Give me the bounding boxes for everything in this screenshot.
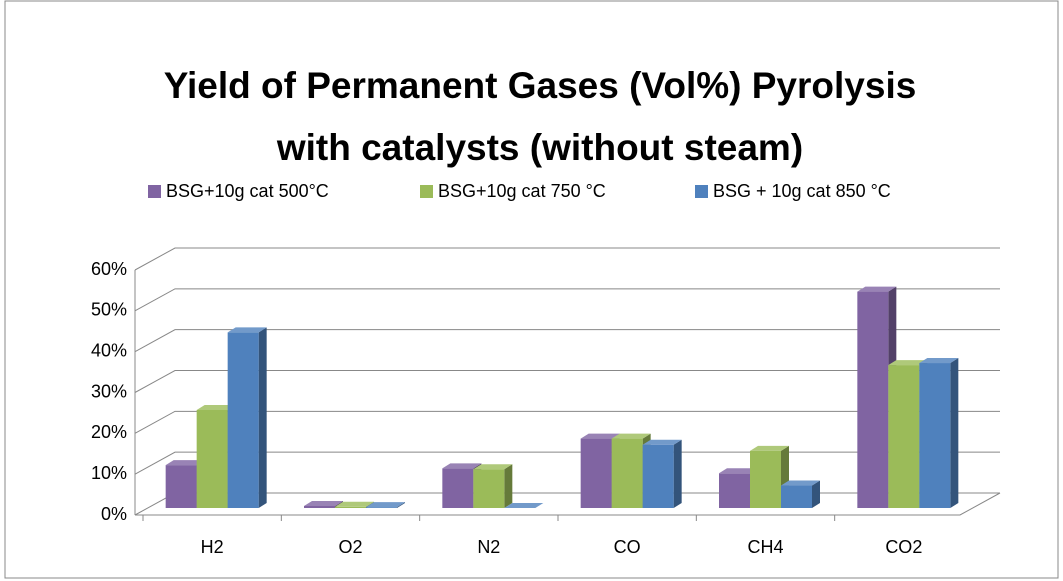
bar (227, 332, 259, 508)
bar-side (812, 480, 820, 508)
bar (750, 450, 781, 508)
chart-title: with catalysts (without steam) (276, 127, 803, 168)
grid-line (134, 370, 1000, 393)
bar-side (504, 464, 513, 508)
bar (196, 410, 228, 508)
bar-top (442, 463, 482, 469)
y-tick-label: 50% (91, 300, 127, 320)
grid-line (134, 410, 1000, 434)
bar-top (165, 460, 205, 466)
bar-top (719, 468, 758, 474)
bar-top (781, 480, 820, 486)
bar-top (642, 439, 682, 445)
y-tick-label: 30% (91, 381, 127, 401)
grid-line (134, 451, 1000, 475)
bar-side (258, 327, 267, 508)
y-tick-label: 0% (101, 504, 127, 524)
bar (857, 291, 889, 508)
bar (165, 465, 197, 508)
legend-swatch (420, 185, 433, 198)
bar (473, 469, 505, 508)
bar (442, 468, 474, 508)
bar (642, 444, 674, 508)
bar-top (473, 464, 513, 470)
bar (304, 505, 335, 508)
bar-top (196, 405, 236, 410)
bar-side (950, 358, 959, 508)
bar-top (857, 286, 897, 292)
bar (719, 473, 750, 508)
floor (135, 492, 1001, 516)
legend-label: BSG + 10g cat 850 °C (713, 181, 891, 201)
bar-top (504, 503, 544, 508)
bar (888, 365, 920, 508)
grid-line (134, 288, 1000, 312)
legend-label: BSG+10g cat 750 °C (438, 181, 606, 201)
grid-line (134, 247, 1000, 271)
x-tick-label: N2 (477, 537, 500, 557)
bar (335, 506, 366, 508)
y-tick-label: 10% (91, 463, 127, 483)
bar-top (227, 327, 267, 333)
bar (580, 438, 612, 508)
bar (366, 507, 397, 508)
bar (781, 485, 812, 508)
x-tick-label: H2 (201, 537, 224, 557)
bar-top (580, 433, 620, 439)
x-tick-label: CO2 (885, 537, 922, 557)
legend-label: BSG+10g cat 500°C (166, 181, 329, 201)
x-tick-label: CO (614, 537, 641, 557)
bar-top (888, 360, 928, 366)
y-tick-label: 20% (91, 422, 127, 442)
bar (919, 363, 951, 508)
chart-title: Yield of Permanent Gases (Vol%) Pyrolysi… (164, 65, 917, 106)
x-tick-label: CH4 (747, 537, 783, 557)
grid-line (134, 329, 1000, 353)
legend-swatch (148, 185, 161, 198)
bar-top (366, 502, 405, 508)
bar-top (335, 501, 374, 507)
bar-top (304, 500, 343, 506)
y-tick-label: 40% (91, 340, 127, 360)
bar (611, 438, 643, 508)
bar-side (673, 439, 682, 508)
bar-top (750, 445, 789, 451)
bar-side (397, 502, 405, 508)
x-tick-label: O2 (338, 537, 362, 557)
bar-top (611, 433, 651, 439)
legend-swatch (695, 185, 708, 198)
y-tick-label: 60% (91, 259, 127, 279)
bar-top (919, 358, 959, 364)
